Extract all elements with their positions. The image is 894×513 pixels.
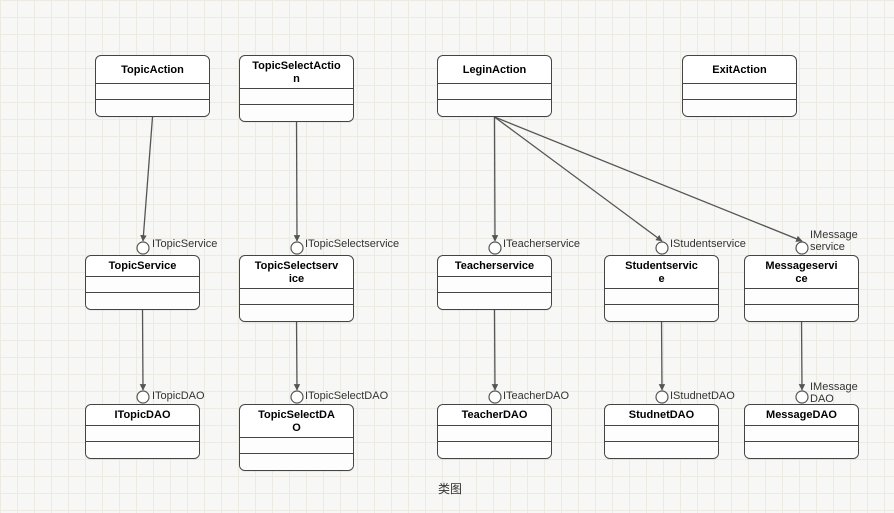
class-node-topicSelectAction[interactable]: TopicSelectAction — [239, 55, 354, 122]
class-title: TopicService — [86, 256, 199, 277]
class-ops — [86, 293, 199, 309]
interface-label-iTopicSelectDao: ITopicSelectDAO — [305, 390, 388, 402]
class-title: Messageservice — [745, 256, 858, 289]
class-attrs — [240, 89, 353, 105]
class-attrs — [745, 426, 858, 442]
class-node-topicService[interactable]: TopicService — [85, 255, 200, 310]
class-ops — [438, 442, 551, 458]
class-node-topicAction[interactable]: TopicAction — [95, 55, 210, 117]
class-ops — [240, 305, 353, 321]
edge — [495, 309, 496, 390]
interface-label-iTeacherService: ITeacherservice — [503, 238, 580, 250]
class-ops — [240, 105, 353, 121]
class-title: StudnetDAO — [605, 405, 718, 426]
edge — [297, 317, 298, 390]
diagram-canvas: TopicAction TopicSelectAction LeginAction E… — [0, 0, 894, 513]
class-title: MessageDAO — [745, 405, 858, 426]
class-ops — [683, 100, 796, 116]
interface-label-iTeacherDao: ITeacherDAO — [503, 390, 569, 402]
interface-lollipop-iTopicSelectDao — [291, 391, 303, 403]
class-ops — [96, 100, 209, 116]
edge — [143, 309, 144, 390]
edge — [662, 317, 663, 390]
class-node-topicDao[interactable]: ITopicDAO — [85, 404, 200, 459]
interface-label-iMessageService: IMessageservice — [810, 229, 858, 253]
class-ops — [605, 442, 718, 458]
interface-label-iTopicSelectService: ITopicSelectservice — [305, 238, 399, 250]
class-attrs — [745, 289, 858, 305]
class-attrs — [438, 277, 551, 293]
class-node-studentService[interactable]: Studentservice — [604, 255, 719, 322]
class-attrs — [605, 289, 718, 305]
interface-lollipop-iStudentDao — [656, 391, 668, 403]
edge — [297, 117, 298, 241]
class-attrs — [438, 426, 551, 442]
interface-label-iTopicDao: ITopicDAO — [152, 390, 205, 402]
class-ops — [86, 442, 199, 458]
class-ops — [745, 305, 858, 321]
class-title: TopicSelectservice — [240, 256, 353, 289]
interface-lollipop-iTeacherService — [489, 242, 501, 254]
class-attrs — [683, 84, 796, 100]
class-node-messageDao[interactable]: MessageDAO — [744, 404, 859, 459]
class-title: ExitAction — [683, 56, 796, 84]
class-ops — [240, 454, 353, 470]
class-title: LeginAction — [438, 56, 551, 84]
interface-lollipop-iTeacherDao — [489, 391, 501, 403]
interface-lollipop-iStudentService — [656, 242, 668, 254]
class-attrs — [240, 289, 353, 305]
interface-label-iStudentService: IStudentservice — [670, 238, 746, 250]
class-node-topicSelectService[interactable]: TopicSelectservice — [239, 255, 354, 322]
class-title: ITopicDAO — [86, 405, 199, 426]
edge — [495, 117, 803, 241]
class-ops — [745, 442, 858, 458]
class-attrs — [86, 277, 199, 293]
class-node-teacherService[interactable]: Teacherservice — [437, 255, 552, 310]
interface-label-iTopicService: ITopicService — [152, 238, 217, 250]
interface-lollipop-iTopicDao — [137, 391, 149, 403]
class-ops — [438, 100, 551, 116]
class-attrs — [438, 84, 551, 100]
diagram-caption: 类图 — [400, 480, 500, 497]
interface-label-iStudentDao: IStudnetDAO — [670, 390, 735, 402]
class-attrs — [605, 426, 718, 442]
interface-lollipop-iTopicService — [137, 242, 149, 254]
class-title: Studentservice — [605, 256, 718, 289]
interface-lollipop-iMessageService — [796, 242, 808, 254]
edge — [495, 117, 663, 241]
class-title: TopicSelectDAO — [240, 405, 353, 438]
class-title: TeacherDAO — [438, 405, 551, 426]
interface-label-iMessageDao: IMessageDAO — [810, 381, 858, 405]
class-title: TopicAction — [96, 56, 209, 84]
class-node-teacherDao[interactable]: TeacherDAO — [437, 404, 552, 459]
class-node-exitAction[interactable]: ExitAction — [682, 55, 797, 117]
interface-lollipop-iTopicSelectService — [291, 242, 303, 254]
class-ops — [438, 293, 551, 309]
class-attrs — [240, 438, 353, 454]
edge — [802, 317, 803, 390]
class-title: Teacherservice — [438, 256, 551, 277]
interface-lollipop-iMessageDao — [796, 391, 808, 403]
class-node-topicSelectDao[interactable]: TopicSelectDAO — [239, 404, 354, 471]
class-node-messageService[interactable]: Messageservice — [744, 255, 859, 322]
class-ops — [605, 305, 718, 321]
edge — [143, 117, 153, 241]
class-title: TopicSelectAction — [240, 56, 353, 89]
class-node-studentDao[interactable]: StudnetDAO — [604, 404, 719, 459]
class-attrs — [96, 84, 209, 100]
class-node-leginAction[interactable]: LeginAction — [437, 55, 552, 117]
class-attrs — [86, 426, 199, 442]
edge — [495, 117, 496, 241]
